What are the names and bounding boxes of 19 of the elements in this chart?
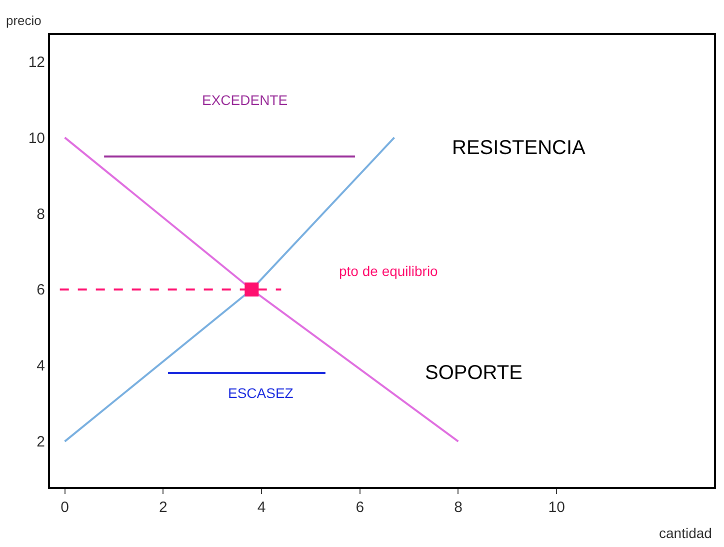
y-axis-title: precio [6, 13, 42, 28]
y-tick-label: 10 [28, 130, 45, 147]
annotation: SOPORTE [425, 362, 522, 384]
annotation: EXCEDENTE [202, 92, 288, 108]
annotation: RESISTENCIA [452, 137, 586, 159]
x-tick-label: 4 [257, 499, 266, 516]
x-axis-title: cantidad [659, 525, 712, 541]
y-tick-label: 12 [28, 54, 45, 71]
y-tick-label: 6 [36, 282, 45, 299]
x-tick-label: 10 [548, 499, 565, 516]
x-tick-label: 6 [356, 499, 364, 516]
x-tick-label: 0 [60, 499, 69, 516]
x-tick-label: 8 [454, 499, 462, 516]
annotation: pto de equilibrio [339, 263, 438, 279]
y-tick-label: 4 [36, 358, 45, 375]
y-tick-label: 2 [36, 434, 45, 451]
annotation: ESCASEZ [228, 385, 294, 401]
x-tick-label: 2 [158, 499, 168, 516]
y-tick-label: 8 [36, 206, 45, 223]
